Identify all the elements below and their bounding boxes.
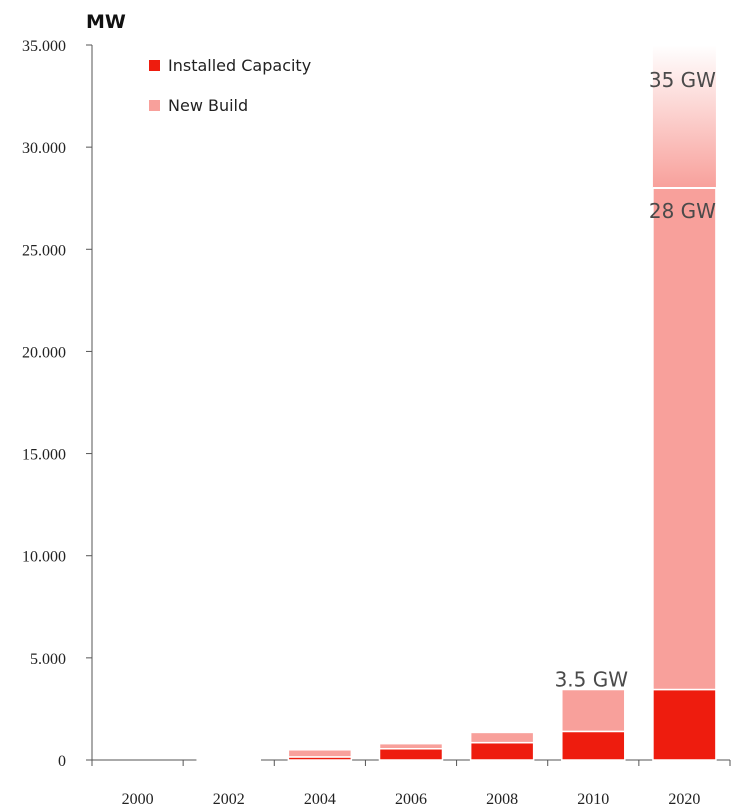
x-tick-label: 2006 — [395, 791, 427, 808]
legend: Installed Capacity New Build — [149, 56, 311, 115]
bar-new-build — [561, 688, 626, 733]
x-tick-label: 2000 — [122, 791, 154, 808]
bar-installed-capacity — [469, 741, 535, 761]
y-tick-label: 10.000 — [22, 549, 66, 566]
legend-label: Installed Capacity — [168, 56, 311, 75]
y-tick-label: 30.000 — [22, 140, 66, 157]
bar-new-build-faded — [652, 45, 716, 188]
y-tick-label: 15.000 — [22, 447, 66, 464]
y-axis-unit-label: MW — [86, 11, 126, 33]
bar-new-build — [287, 749, 353, 758]
axes: 35.000 30.000 25.000 20.000 15.000 10.000 5.00… — [22, 38, 731, 808]
legend-label: New Build — [168, 96, 248, 115]
bar-new-build — [652, 187, 717, 691]
x-tick-label: 2020 — [668, 791, 700, 808]
annotations: 3.5 GW 28 GW 35 GW — [555, 68, 717, 692]
data-annotation: 28 GW — [649, 199, 716, 223]
y-tick-label: 20.000 — [22, 344, 66, 361]
data-annotation: 3.5 GW — [555, 668, 629, 692]
x-tick-label: 2010 — [577, 791, 609, 808]
bar-new-build — [196, 757, 261, 761]
legend-swatch — [149, 100, 160, 111]
bars — [196, 45, 717, 761]
bar-installed-capacity — [561, 730, 626, 761]
y-tick-label: 5.000 — [30, 651, 66, 668]
x-tick-label: 2008 — [486, 791, 518, 808]
bar-new-build — [378, 742, 444, 750]
y-tick-label: 25.000 — [22, 242, 66, 259]
bar-installed-capacity — [378, 748, 444, 761]
data-annotation: 35 GW — [649, 68, 716, 92]
x-tick-label: 2002 — [213, 791, 245, 808]
y-tick-label: 35.000 — [22, 38, 66, 55]
bar-new-build — [469, 731, 535, 744]
y-tick-label: 0 — [58, 753, 66, 770]
legend-swatch — [149, 60, 160, 71]
bar-installed-capacity — [652, 688, 717, 761]
x-tick-label: 2004 — [304, 791, 336, 808]
